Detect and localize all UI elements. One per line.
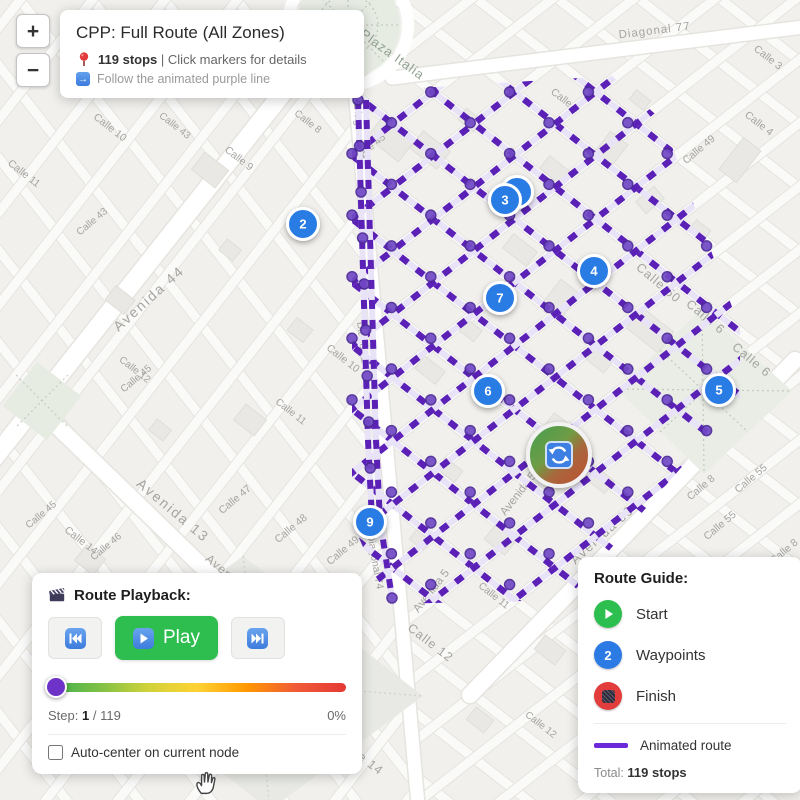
autocenter-label: Auto-center on current node [71,745,240,760]
route-guide-title: Route Guide: [594,570,689,587]
svg-text:4: 4 [590,264,598,279]
play-button[interactable]: Play [115,616,218,660]
zoom-in-button[interactable]: + [16,14,50,48]
legend-label: Waypoints [636,646,706,664]
stops-hint: Click markers for details [167,52,307,67]
svg-text:3: 3 [501,193,508,208]
start-icon [594,600,622,628]
waypoint-marker-3[interactable]: 3 [488,175,534,217]
legend-label: Finish [636,687,677,705]
pin-icon [76,52,91,67]
follow-hint: Follow the animated purple line [97,72,271,86]
zoom-control: + − [16,14,50,87]
step-forward-button[interactable] [230,617,285,659]
step-status-row: Step: 1 / 119 0% [48,708,346,723]
step-prefix: Step: [48,708,79,723]
waypoint-marker-2[interactable]: 2 [286,207,320,241]
playback-title-row: Route Playback: [48,586,346,604]
animated-route-label: Animated route [640,738,732,753]
zoom-out-button[interactable]: − [16,53,50,87]
stops-count: 119 stops [98,52,158,67]
cycle-arrows-icon [545,441,573,469]
waypoint-marker-9[interactable]: 9 [353,505,387,539]
waypoint-marker-6[interactable]: 6 [471,374,505,408]
svg-text:2: 2 [299,217,306,232]
waypoint-marker-4[interactable]: 4 [577,254,611,288]
autocenter-checkbox[interactable] [48,745,63,760]
total-stops-row: Total: 119 stops [594,765,786,780]
slider-track[interactable] [48,682,346,692]
finish-icon [594,682,622,710]
playback-buttons: Play [48,616,346,660]
route-markers: 2 3 4 7 6 5 9 [286,175,736,539]
legend-row-waypoints: 2 Waypoints [594,641,786,669]
stops-divider: | [160,52,165,67]
arrow-right-icon: → [76,72,90,86]
route-info-panel: CPP: Full Route (All Zones) 119 stops | … [60,10,364,98]
svg-text:6: 6 [484,384,491,399]
route-playback-panel: Route Playback: Play Step: 1 / 119 0% Au… [32,573,362,774]
slider-thumb[interactable] [45,676,67,698]
page-title: CPP: Full Route (All Zones) [76,23,285,42]
legend-label: Start [636,605,668,623]
skip-back-icon [64,627,86,649]
total-value: 119 stops [627,765,687,780]
animated-route-row: Animated route [594,738,786,753]
step-back-button[interactable] [48,617,102,659]
step-separator: / [92,708,97,723]
clapperboard-icon [48,586,66,604]
legend-row-start: Start [594,600,786,628]
playback-title: Route Playback: [74,586,191,604]
route-nodes [346,86,713,604]
svg-text:9: 9 [366,515,373,530]
play-icon [133,627,154,649]
stops-row: 119 stops | Click markers for details [76,52,348,67]
follow-row: → Follow the animated purple line [76,72,348,86]
play-button-label: Play [163,627,200,648]
legend-row-finish: Finish [594,682,786,710]
start-finish-marker[interactable] [526,422,592,488]
step-total: 119 [100,708,121,723]
autocenter-row[interactable]: Auto-center on current node [48,745,346,760]
waypoint-icon: 2 [594,641,622,669]
svg-text:7: 7 [496,291,503,306]
total-label: Total: [594,766,624,780]
progress-percent: 0% [327,708,346,723]
divider [594,723,786,724]
waypoint-marker-7[interactable]: 7 [483,281,517,315]
step-current: 1 [81,708,90,723]
route-guide-panel: Route Guide: Start 2 Waypoints Finish An… [578,557,800,793]
route-line-swatch [594,743,628,748]
divider [48,734,346,735]
skip-forward-icon [247,627,269,649]
playback-slider[interactable] [45,676,346,698]
waypoint-marker-5[interactable]: 5 [702,373,736,407]
svg-text:5: 5 [715,383,722,398]
